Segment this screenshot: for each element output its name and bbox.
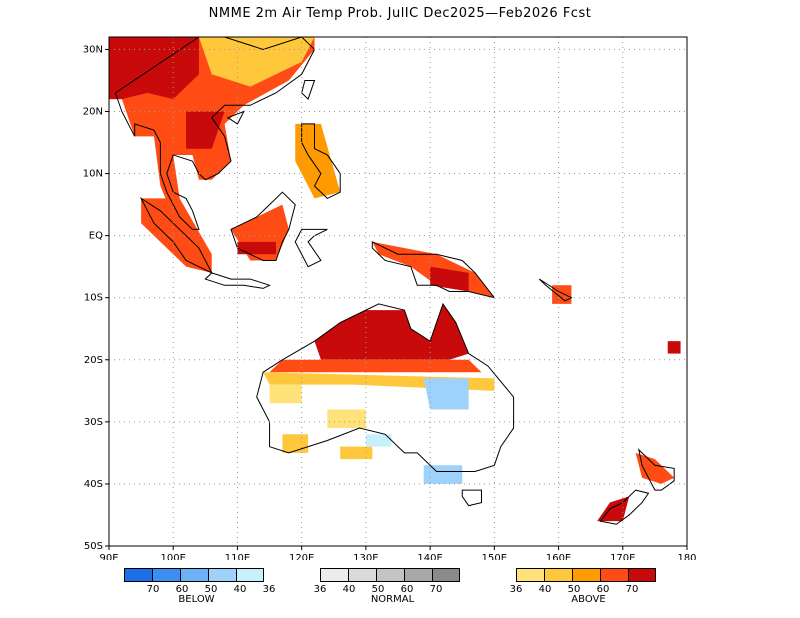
region-wa-patch [269,384,302,404]
x-tick-label: 90E [99,553,118,560]
probability-cells [109,37,681,522]
legend-above-tick: 40 [538,584,552,595]
legend-below-tick: 50 [204,584,218,595]
region-sa-below [365,434,392,447]
x-tick-label: 180 [677,553,696,560]
legend-normal-tick: 60 [400,584,414,595]
y-tick-label: 20N [83,106,103,117]
coast-nz-north [638,448,675,491]
y-tick-label: 30N [83,44,103,55]
x-tick-label: 120E [289,553,314,560]
coast-sulawesi [294,228,328,268]
region-nz-north-above [635,452,675,484]
y-tick-label: 10S [84,293,103,304]
region-solomon-above [552,285,572,304]
legend-below-swatch [124,568,152,582]
legend-below-tick: 40 [233,584,247,595]
legend-normal-label: NORMAL [370,594,415,605]
legend-below-swatch [152,568,180,582]
legend-above-swatch [600,568,628,582]
y-tick-label: 40S [84,479,103,490]
legend-normal-swatch [320,568,348,582]
region-laos-above [186,111,225,149]
region-victoria-below [423,465,463,484]
legend-below-tick: 70 [146,584,160,595]
region-north-australia-mid [269,359,482,373]
region-nz-south-above [597,496,630,522]
legend-above-swatch [572,568,600,582]
map-title: NMME 2m Air Temp Prob. JulIC Dec2025—Feb… [208,6,592,21]
coast-new-guinea [371,241,496,299]
legend-below-tick: 60 [175,584,189,595]
coast-hainan [226,110,245,125]
legend-above-tick: 50 [567,584,581,595]
region-queensland-below [423,378,469,410]
region-fiji-above [667,341,681,354]
coast-asia [114,37,316,230]
legend-normal-tick: 40 [342,584,356,595]
legend-below-swatch [180,568,208,582]
x-tick-label: 170E [610,553,635,560]
y-tick-label: 10N [83,169,103,180]
coast-java [204,272,271,289]
coast-taiwan [301,79,316,100]
x-tick-label: 100E [161,553,186,560]
coastlines [114,37,675,525]
y-tick-label: 30S [84,417,103,428]
plot-frame [108,36,688,547]
coast-philippines [301,123,341,199]
legend-above-swatch [516,568,544,582]
legend-below-label: BELOW [178,594,215,605]
region-south-china-above [198,37,315,87]
legend-normal-swatch [432,568,460,582]
coast-sumatra [139,196,213,274]
coast-borneo [230,191,296,261]
region-borneo-core [237,241,276,255]
probability-map: 90E 100E 110E 120E 130E 140E 150E 160E 170E 180 3… [83,36,697,560]
region-bight-patch [340,446,373,460]
legend-normal-swatch [404,568,432,582]
legend-normal-tick: 50 [371,584,385,595]
legend-below: 70 60 50 40 36 BELOW [124,568,275,605]
region-philippines-above [295,123,341,199]
legend-above: 36 40 50 60 70 ABOVE [510,568,661,605]
legend-normal-swatch [376,568,404,582]
coast-tasmania [461,489,482,507]
y-tick-label: EQ [89,231,103,242]
legend-above-tick: 36 [509,584,523,595]
legend-above-tick: 70 [625,584,639,595]
legend-below-swatch [208,568,236,582]
region-central-patch [327,409,366,429]
legend-below-swatch [236,568,264,582]
x-tick-label: 160E [546,553,571,560]
x-axis-ticks: 90E 100E 110E 120E 130E 140E 150E 160E 170E 180 [99,546,697,560]
legend-above-swatch [628,568,656,582]
legend-normal-tick: 36 [313,584,327,595]
y-tick-label: 20S [84,355,103,366]
coast-solomon [538,278,573,302]
x-tick-label: 150E [482,553,507,560]
coast-nz-south [599,489,650,525]
x-tick-label: 130E [353,553,378,560]
x-tick-label: 110E [225,553,250,560]
region-north-australia-above [314,303,469,360]
legend-below-tick: 36 [262,584,276,595]
legend-above-label: ABOVE [571,594,606,605]
legend-normal-tick: 70 [429,584,443,595]
region-sumatra-above [141,198,212,273]
region-sw-patch [282,434,309,453]
x-tick-label: 140E [417,553,442,560]
region-new-guinea-core [430,266,469,292]
coast-australia [256,302,515,473]
legend-above-swatch [544,568,572,582]
y-tick-label: 50S [84,541,103,552]
legend-normal-swatch [348,568,376,582]
y-axis-ticks: 30N 20N 10N EQ 10S 20S 30S 40S 50S [83,44,109,552]
legend-normal: 36 40 50 60 70 NORMAL [314,568,465,605]
legend-above-tick: 60 [596,584,610,595]
